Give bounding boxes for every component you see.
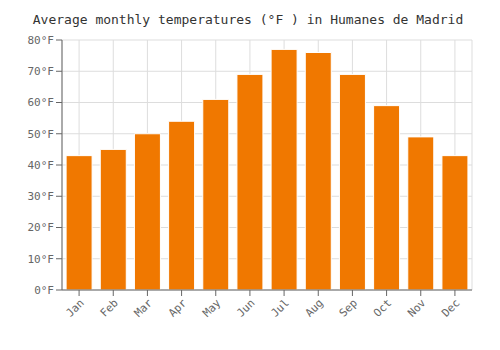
svg-text:80°F: 80°F xyxy=(28,34,55,47)
svg-text:Oct: Oct xyxy=(371,296,394,319)
svg-text:30°F: 30°F xyxy=(28,190,55,203)
svg-text:Jun: Jun xyxy=(234,296,257,319)
svg-text:Dec: Dec xyxy=(439,296,462,319)
svg-text:Sep: Sep xyxy=(337,296,360,319)
svg-text:20°F: 20°F xyxy=(28,221,55,234)
svg-text:Aug: Aug xyxy=(303,296,326,319)
svg-text:May: May xyxy=(200,296,224,320)
svg-text:Apr: Apr xyxy=(166,296,190,320)
svg-text:70°F: 70°F xyxy=(28,65,55,78)
svg-text:40°F: 40°F xyxy=(28,159,55,172)
svg-text:50°F: 50°F xyxy=(28,128,55,141)
svg-text:Feb: Feb xyxy=(98,296,121,319)
html-text:Average monthly temperatures (: Average monthly temperatures (°F ) in Hu… xyxy=(32,12,464,27)
svg-text:Nov: Nov xyxy=(405,296,429,320)
svg-text:Mar: Mar xyxy=(132,296,156,320)
svg-text:10°F: 10°F xyxy=(28,253,55,266)
svg-text:60°F: 60°F xyxy=(28,96,55,109)
svg-text:Jul: Jul xyxy=(268,296,291,319)
svg-text:Jan: Jan xyxy=(63,296,86,319)
svg-text:0°F: 0°F xyxy=(34,284,54,297)
